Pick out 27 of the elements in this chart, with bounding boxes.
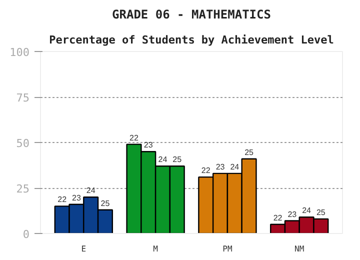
text: 23 [288, 210, 297, 219]
y-tick-label: 25 [16, 182, 30, 196]
text: 23 [144, 140, 153, 150]
chart-subtitle: Percentage of Students by Achievement Level [49, 34, 334, 46]
chart-title: GRADE 06 - MATHEMATICS [112, 8, 271, 22]
series-label: 23 [72, 193, 82, 202]
text: 22 [201, 166, 210, 176]
x-tick-label: NM [294, 244, 304, 254]
series-label: 25 [100, 198, 110, 208]
text: 23 [216, 162, 225, 172]
text: 24 [302, 206, 312, 216]
series-label: 24 [86, 186, 96, 196]
text: 25 [172, 155, 182, 164]
text: 22 [130, 133, 138, 142]
series-label: 22 [58, 195, 68, 204]
text: 24 [158, 155, 168, 164]
text: 25 [244, 148, 254, 157]
y-tick-label: 0 [22, 228, 30, 241]
y-tick-label: 50 [16, 137, 30, 150]
x-tick-label: M [153, 244, 158, 254]
text: 24 [230, 162, 240, 172]
x-tick-label: E [81, 244, 86, 254]
y-tick-label: 75 [16, 92, 30, 104]
text: 22 [273, 213, 282, 222]
text: 25 [316, 208, 326, 217]
x-tick-label: PM [222, 244, 232, 254]
y-tick-label: 100 [10, 46, 30, 59]
